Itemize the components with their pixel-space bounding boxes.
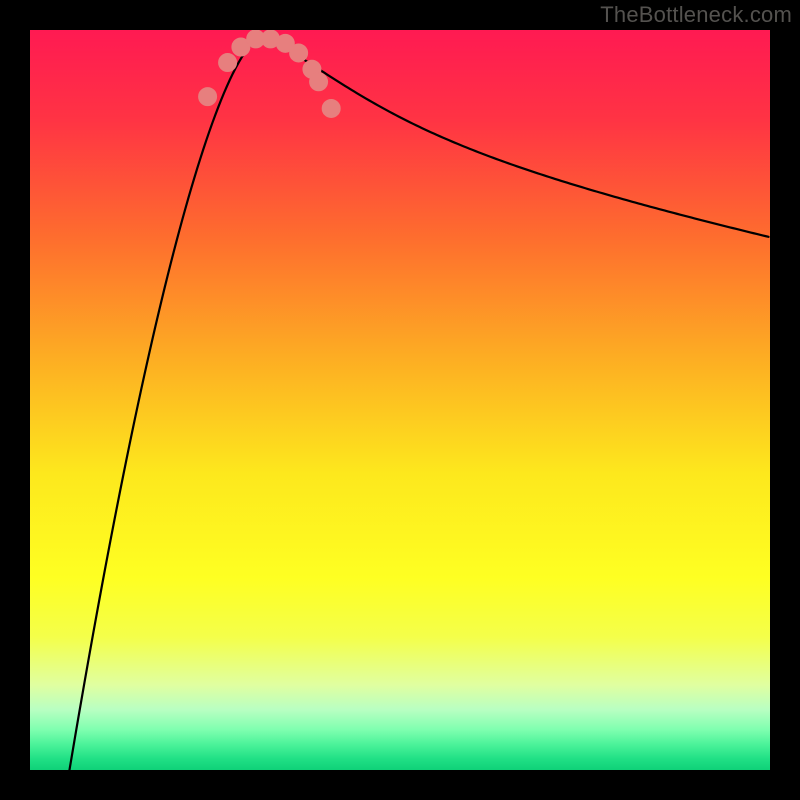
data-marker xyxy=(219,54,237,72)
chart-background xyxy=(30,30,770,770)
watermark-text: TheBottleneck.com xyxy=(600,2,792,28)
data-marker xyxy=(290,44,308,62)
chart-svg xyxy=(30,30,770,770)
data-marker xyxy=(310,73,328,91)
data-marker xyxy=(322,99,340,117)
chart-plot-area xyxy=(30,30,770,770)
data-marker xyxy=(199,88,217,106)
